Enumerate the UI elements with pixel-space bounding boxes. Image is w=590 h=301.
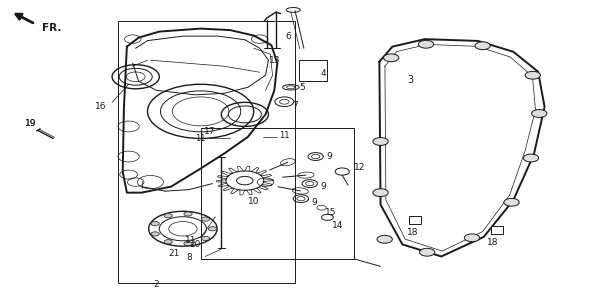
Circle shape — [377, 235, 392, 243]
Circle shape — [525, 71, 540, 79]
Text: 18: 18 — [487, 238, 499, 247]
Circle shape — [184, 212, 192, 216]
Text: FR.: FR. — [42, 23, 62, 33]
Bar — [491, 226, 503, 234]
Circle shape — [373, 189, 388, 197]
Text: 20: 20 — [189, 240, 201, 249]
Text: 9: 9 — [320, 182, 326, 191]
Bar — [299, 60, 327, 81]
Text: 2: 2 — [153, 280, 159, 289]
Text: 11: 11 — [279, 131, 290, 140]
Text: 7: 7 — [292, 101, 298, 110]
Text: 19: 19 — [25, 119, 37, 128]
Circle shape — [208, 227, 217, 231]
Text: 13: 13 — [268, 56, 280, 65]
Circle shape — [384, 54, 399, 62]
Circle shape — [504, 198, 519, 206]
Text: 9: 9 — [312, 198, 317, 207]
Text: 9: 9 — [326, 152, 332, 161]
Circle shape — [151, 232, 159, 236]
Text: 21: 21 — [168, 249, 180, 258]
Bar — [118, 21, 295, 283]
Circle shape — [151, 222, 159, 226]
Circle shape — [201, 217, 209, 221]
Bar — [409, 216, 421, 224]
Circle shape — [164, 214, 172, 218]
Bar — [201, 128, 354, 259]
Text: 6: 6 — [285, 32, 291, 41]
Text: 18: 18 — [407, 228, 419, 237]
Circle shape — [184, 241, 192, 246]
Circle shape — [419, 248, 435, 256]
Circle shape — [418, 40, 434, 48]
Circle shape — [464, 234, 480, 242]
Text: 16: 16 — [94, 102, 106, 111]
Text: 10: 10 — [248, 197, 260, 206]
Text: 8: 8 — [186, 253, 192, 262]
Circle shape — [475, 42, 490, 50]
Circle shape — [164, 240, 172, 244]
Text: 11: 11 — [195, 134, 206, 143]
Text: 14: 14 — [332, 221, 344, 230]
Text: 3: 3 — [407, 75, 413, 85]
Circle shape — [201, 236, 209, 240]
Circle shape — [373, 138, 388, 145]
Text: 19: 19 — [25, 119, 37, 128]
Text: 17: 17 — [204, 127, 215, 136]
Text: 15: 15 — [324, 208, 336, 217]
Text: 12: 12 — [354, 163, 366, 172]
Text: 4: 4 — [320, 69, 326, 78]
Circle shape — [532, 110, 547, 117]
Text: 5: 5 — [299, 83, 305, 92]
Circle shape — [523, 154, 539, 162]
Text: 11: 11 — [185, 236, 196, 245]
